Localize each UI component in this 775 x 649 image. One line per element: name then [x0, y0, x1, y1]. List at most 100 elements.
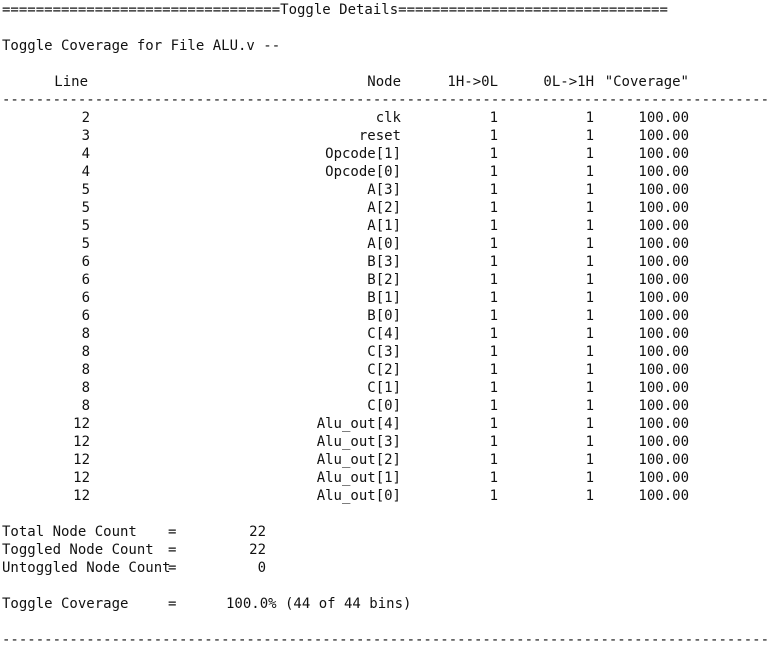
cell-line: 5 — [81, 236, 90, 252]
table-body: 2 clk 1 1 100.00 3 reset 1 1 100.00 4 Opcode[1] 1 1 10… — [2, 109, 773, 505]
cell-l-to-h: 1 — [585, 488, 594, 504]
summary-equals: = — [168, 542, 177, 558]
cell-h-to-l: 1 — [489, 236, 498, 252]
spacer — [2, 577, 773, 595]
cell-l-to-h: 1 — [585, 164, 594, 180]
cell-l-to-h: 1 — [585, 146, 594, 162]
cell-node: Alu_out[4] — [316, 416, 401, 432]
table-row: 6 B[1] 1 1 100.00 — [2, 289, 773, 307]
cell-coverage: 100.00 — [638, 452, 689, 468]
cell-line: 8 — [81, 398, 90, 414]
cell-coverage: 100.00 — [638, 308, 689, 324]
summary-coverage-label: Toggle Coverage — [2, 596, 129, 612]
cell-coverage: 100.00 — [638, 272, 689, 288]
cell-l-to-h: 1 — [585, 218, 594, 234]
cell-l-to-h: 1 — [585, 470, 594, 486]
table-row: 4 Opcode[1] 1 1 100.00 — [2, 145, 773, 163]
cell-h-to-l: 1 — [489, 326, 498, 342]
cell-l-to-h: 1 — [585, 236, 594, 252]
cell-h-to-l: 1 — [489, 488, 498, 504]
table-row: 12 Alu_out[0] 1 1 100.00 — [2, 487, 773, 505]
summary-untoggled-label: Untoggled Node Count — [2, 560, 171, 576]
cell-node: Alu_out[3] — [316, 434, 401, 450]
cell-line: 8 — [81, 362, 90, 378]
header-node: Node — [367, 74, 401, 90]
cell-l-to-h: 1 — [585, 200, 594, 216]
cell-h-to-l: 1 — [489, 290, 498, 306]
cell-line: 5 — [81, 200, 90, 216]
cell-h-to-l: 1 — [489, 398, 498, 414]
cell-node: B[1] — [367, 290, 401, 306]
cell-node: clk — [375, 110, 401, 126]
cell-line: 8 — [81, 344, 90, 360]
cell-h-to-l: 1 — [489, 452, 498, 468]
cell-h-to-l: 1 — [489, 434, 498, 450]
cell-line: 6 — [81, 290, 90, 306]
cell-coverage: 100.00 — [638, 236, 689, 252]
cell-l-to-h: 1 — [585, 362, 594, 378]
header-line: Line — [54, 74, 88, 90]
table-row: 4 Opcode[0] 1 1 100.00 — [2, 163, 773, 181]
cell-h-to-l: 1 — [489, 470, 498, 486]
cell-coverage: 100.00 — [638, 254, 689, 270]
table-row: 6 B[0] 1 1 100.00 — [2, 307, 773, 325]
table-row: 8 C[3] 1 1 100.00 — [2, 343, 773, 361]
cell-line: 5 — [81, 182, 90, 198]
table-row: 8 C[4] 1 1 100.00 — [2, 325, 773, 343]
header-l-to-h: 0L->1H — [543, 74, 594, 90]
spacer — [2, 19, 773, 37]
spacer — [2, 55, 773, 73]
summary-toggled: Toggled Node Count = 22 — [2, 541, 773, 559]
table-row: 12 Alu_out[3] 1 1 100.00 — [2, 433, 773, 451]
cell-h-to-l: 1 — [489, 182, 498, 198]
table-row: 8 C[1] 1 1 100.00 — [2, 379, 773, 397]
cell-node: C[3] — [367, 344, 401, 360]
cell-coverage: 100.00 — [638, 416, 689, 432]
spacer — [2, 613, 773, 631]
cell-line: 4 — [81, 164, 90, 180]
summary-toggled-label: Toggled Node Count — [2, 542, 154, 558]
cell-l-to-h: 1 — [585, 380, 594, 396]
cell-l-to-h: 1 — [585, 416, 594, 432]
cell-line: 12 — [73, 434, 90, 450]
cell-line: 12 — [73, 488, 90, 504]
section-title: =================================Toggle … — [2, 2, 668, 18]
table-row: 5 A[1] 1 1 100.00 — [2, 217, 773, 235]
cell-coverage: 100.00 — [638, 218, 689, 234]
table-row: 6 B[2] 1 1 100.00 — [2, 271, 773, 289]
cell-coverage: 100.00 — [638, 398, 689, 414]
cell-coverage: 100.00 — [638, 362, 689, 378]
cell-line: 12 — [73, 470, 90, 486]
table-row: 5 A[2] 1 1 100.00 — [2, 199, 773, 217]
summary-equals: = — [168, 596, 177, 612]
summary-coverage: Toggle Coverage = 100.0% (44 of 44 bins) — [2, 595, 773, 613]
cell-coverage: 100.00 — [638, 380, 689, 396]
cell-node: A[3] — [367, 182, 401, 198]
cell-node: A[2] — [367, 200, 401, 216]
cell-h-to-l: 1 — [489, 380, 498, 396]
cell-line: 8 — [81, 380, 90, 396]
cell-line: 4 — [81, 146, 90, 162]
cell-l-to-h: 1 — [585, 182, 594, 198]
cell-node: B[3] — [367, 254, 401, 270]
cell-h-to-l: 1 — [489, 272, 498, 288]
header-h-to-l: 1H->0L — [447, 74, 498, 90]
cell-l-to-h: 1 — [585, 398, 594, 414]
summary-equals: = — [168, 560, 177, 576]
cell-line: 6 — [81, 308, 90, 324]
cell-coverage: 100.00 — [638, 164, 689, 180]
cell-node: A[1] — [367, 218, 401, 234]
table-row: 5 A[3] 1 1 100.00 — [2, 181, 773, 199]
summary-total-label: Total Node Count — [2, 524, 137, 540]
cell-node: Alu_out[0] — [316, 488, 401, 504]
table-row: 12 Alu_out[1] 1 1 100.00 — [2, 469, 773, 487]
cell-coverage: 100.00 — [638, 326, 689, 342]
cell-l-to-h: 1 — [585, 344, 594, 360]
cell-h-to-l: 1 — [489, 416, 498, 432]
table-row: 3 reset 1 1 100.00 — [2, 127, 773, 145]
table-row: 2 clk 1 1 100.00 — [2, 109, 773, 127]
cell-l-to-h: 1 — [585, 128, 594, 144]
cell-h-to-l: 1 — [489, 218, 498, 234]
cell-l-to-h: 1 — [585, 290, 594, 306]
